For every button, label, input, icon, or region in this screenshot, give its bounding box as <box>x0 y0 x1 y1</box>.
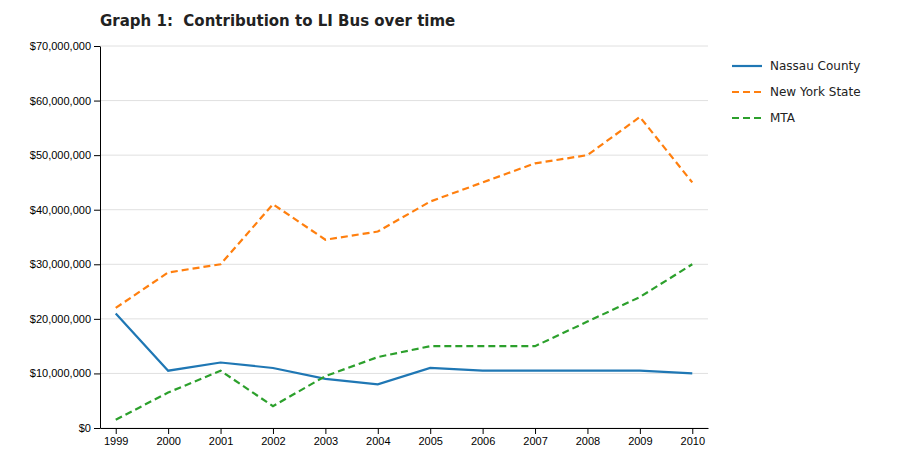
y-tick: $20,000,000 <box>30 313 100 325</box>
title: Graph 1: Contribution to LI Bus over tim… <box>100 12 455 30</box>
x-tick-label: 2003 <box>314 435 338 447</box>
y-tick-mark <box>94 101 100 102</box>
x-tick-label: 2008 <box>576 435 600 447</box>
plot: 1999 2000 2001 2002 2003 2004 2005 2006 2007 2008… <box>30 40 709 447</box>
y-tick-label: $10,000,000 <box>30 367 91 379</box>
x-tick-mark <box>378 428 379 434</box>
grid-line <box>100 209 708 210</box>
x-tick: 1999 <box>104 428 128 447</box>
series-line <box>116 264 693 420</box>
y-tick: $30,000,000 <box>30 258 100 270</box>
x-tick: 2003 <box>314 428 338 447</box>
series-line <box>116 117 693 308</box>
grid-line <box>100 100 708 101</box>
legend-item: New York State <box>732 85 861 99</box>
x-tick-label: 2005 <box>418 435 442 447</box>
x-axis-line <box>101 428 709 429</box>
y-tick-label: $60,000,000 <box>30 95 91 107</box>
y-tick-label: $50,000,000 <box>30 149 91 161</box>
y-tick: $50,000,000 <box>30 149 100 161</box>
y-tick: $10,000,000 <box>30 367 100 379</box>
legend-item: Nassau County <box>732 59 860 73</box>
x-tick-label: 2000 <box>156 435 180 447</box>
x-tick: 2008 <box>576 428 600 447</box>
x-tick-label: 1999 <box>104 435 128 447</box>
x-tick-label: 2007 <box>523 435 547 447</box>
x-tick-mark <box>587 428 588 434</box>
grid-line <box>100 428 708 429</box>
x-tick-mark <box>325 428 326 434</box>
y-tick-mark <box>94 210 100 211</box>
y-tick-mark <box>94 46 100 47</box>
x-tick-label: 2002 <box>261 435 285 447</box>
legend-swatch <box>732 117 762 119</box>
legend-label: MTA <box>770 111 796 125</box>
legend: Nassau County New York State MTA <box>732 59 861 125</box>
lines <box>116 117 693 420</box>
x-tick-mark <box>640 428 641 434</box>
y-axis: $0 $10,000,000 $20,000,000 $30,000,000 $40,0… <box>30 40 101 434</box>
legend-item: MTA <box>732 111 796 125</box>
y-tick-label: $70,000,000 <box>30 40 91 52</box>
y-tick-mark <box>94 428 100 429</box>
x-tick-label: 2009 <box>628 435 652 447</box>
y-axis-line <box>100 47 101 429</box>
x-tick: 2000 <box>156 428 180 447</box>
x-axis: 1999 2000 2001 2002 2003 2004 2005 2006 2007 2008… <box>101 428 709 447</box>
x-tick-mark <box>273 428 274 434</box>
y-tick: $70,000,000 <box>30 40 100 52</box>
legend-swatch <box>732 91 762 93</box>
x-tick-mark <box>116 428 117 434</box>
grid-line <box>100 373 708 374</box>
grid-line <box>100 318 708 319</box>
grid-line <box>100 155 708 156</box>
x-tick-mark <box>483 428 484 434</box>
x-tick-mark <box>168 428 169 434</box>
x-tick-mark <box>535 428 536 434</box>
y-tick-label: $0 <box>79 422 91 434</box>
x-tick-mark <box>430 428 431 434</box>
y-tick-mark <box>94 373 100 374</box>
y-tick-mark <box>94 155 100 156</box>
y-tick-label: $30,000,000 <box>30 258 91 270</box>
x-tick: 2007 <box>523 428 547 447</box>
y-tick-label: $40,000,000 <box>30 204 91 216</box>
x-tick: 2001 <box>209 428 233 447</box>
x-tick-label: 2001 <box>209 435 233 447</box>
y-tick: $40,000,000 <box>30 204 100 216</box>
x-tick: 2005 <box>418 428 442 447</box>
y-tick: $60,000,000 <box>30 95 100 107</box>
x-tick: 2006 <box>471 428 495 447</box>
chart: Graph 1: Contribution to LI Bus over tim… <box>0 0 898 468</box>
x-tick-mark <box>221 428 222 434</box>
y-tick: $0 <box>79 422 100 434</box>
x-tick: 2002 <box>261 428 285 447</box>
legend-label: New York State <box>770 85 861 99</box>
y-tick-mark <box>94 264 100 265</box>
legend-label: Nassau County <box>770 59 860 73</box>
x-tick-mark <box>692 428 693 434</box>
series-line <box>116 313 693 384</box>
x-tick-label: 2006 <box>471 435 495 447</box>
legend-swatch <box>732 65 762 67</box>
grid-line <box>100 46 708 47</box>
y-tick-label: $20,000,000 <box>30 313 91 325</box>
y-tick-mark <box>94 319 100 320</box>
grid <box>100 46 708 428</box>
x-tick-label: 2004 <box>366 435 390 447</box>
grid-line <box>100 264 708 265</box>
x-tick-label: 2010 <box>681 435 705 447</box>
x-tick: 2009 <box>628 428 652 447</box>
x-tick: 2004 <box>366 428 390 447</box>
x-tick: 2010 <box>681 428 705 447</box>
